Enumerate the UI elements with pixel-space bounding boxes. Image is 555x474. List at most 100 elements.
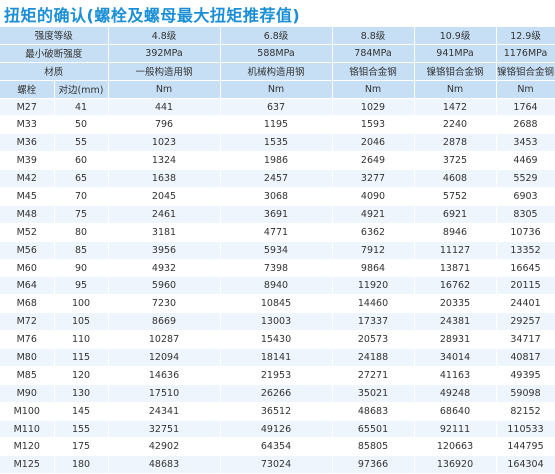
side-size-cell: 41 (54, 98, 109, 117)
torque-value-cell: 2878 (414, 133, 497, 153)
grade-cell: 8.8级 (332, 27, 415, 45)
torque-value-cell: 1535 (220, 133, 333, 153)
torque-value-cell: 24401 (496, 294, 555, 314)
table-row: M27 41 441 637 1029 1472 1764 (0, 98, 555, 117)
torque-value-cell: 5960 (108, 276, 221, 296)
min-break-cell: 392MPa (108, 44, 221, 63)
torque-value-cell: 8669 (108, 312, 221, 332)
side-size-cell: 95 (54, 276, 109, 296)
table-row: M52 80 3181 4771 6362 8946 10736 (0, 223, 555, 242)
side-size-cell: 80 (54, 223, 109, 242)
table-row: M42 65 1638 2457 3277 4608 5529 (0, 169, 555, 189)
torque-value-cell: 4608 (414, 169, 497, 189)
table-row: M60 90 4932 7398 9864 13871 16645 (0, 259, 555, 278)
torque-value-cell: 14460 (332, 294, 415, 314)
table-row: M100 145 24341 36512 48683 68640 82152 (0, 402, 555, 421)
torque-value-cell: 3956 (108, 241, 221, 260)
material-cell: 镍铬钼合金钢 (414, 62, 497, 81)
torque-value-cell: 6921 (414, 205, 497, 224)
torque-value-cell: 10736 (496, 223, 555, 242)
table-row: M110 155 32751 49126 65501 92111 110533 (0, 420, 555, 439)
bolt-size-cell: M39 (0, 151, 55, 171)
torque-value-cell: 4090 (332, 187, 415, 206)
table-row: M39 60 1324 1986 2649 3725 4469 (0, 151, 555, 171)
side-size-cell: 130 (54, 384, 109, 403)
bolt-size-cell: M33 (0, 115, 55, 135)
torque-value-cell: 97366 (332, 455, 415, 474)
torque-value-cell: 5934 (220, 241, 333, 260)
torque-value-cell: 164304 (496, 455, 555, 474)
side-size-cell: 50 (54, 115, 109, 135)
bolt-size-cell: M48 (0, 205, 55, 224)
torque-value-cell: 16645 (496, 259, 555, 278)
table-row: M80 115 12094 18141 24188 34014 40817 (0, 348, 555, 367)
side-size-cell: 90 (54, 259, 109, 278)
torque-value-cell: 110533 (496, 420, 555, 439)
bolt-size-cell: M110 (0, 420, 55, 439)
unit-cell: Nm (108, 80, 221, 99)
bolt-size-cell: M125 (0, 455, 55, 474)
torque-value-cell: 11920 (332, 276, 415, 296)
torque-value-cell: 73024 (220, 455, 333, 474)
torque-value-cell: 136920 (414, 455, 497, 474)
torque-value-cell: 20573 (332, 330, 415, 350)
torque-value-cell: 4921 (332, 205, 415, 224)
side-size-cell: 70 (54, 187, 109, 206)
table-row: M48 75 2461 3691 4921 6921 8305 (0, 205, 555, 224)
torque-value-cell: 21953 (220, 366, 333, 385)
table-row: M85 120 14636 21953 27271 41163 49395 (0, 366, 555, 385)
torque-value-cell: 3453 (496, 133, 555, 153)
torque-value-cell: 1593 (332, 115, 415, 135)
unit-cell: Nm (220, 80, 333, 99)
min-break-cell: 1176MPa (496, 44, 555, 63)
torque-value-cell: 29257 (496, 312, 555, 332)
torque-value-cell: 7398 (220, 259, 333, 278)
bolt-size-cell: M27 (0, 98, 55, 117)
table-row: M125 180 48683 73024 97366 136920 164304 (0, 455, 555, 474)
torque-value-cell: 8946 (414, 223, 497, 242)
torque-value-cell: 16762 (414, 276, 497, 296)
torque-table: 强度等级 4.8级 6.8级 8.8级 10.9级 12.9级 最小破断强度 3… (0, 27, 555, 474)
material-label: 材质 (0, 62, 109, 81)
bolt-size-cell: M76 (0, 330, 55, 350)
bolt-size-cell: M52 (0, 223, 55, 242)
torque-value-cell: 35021 (332, 384, 415, 403)
unit-cell: Nm (332, 80, 415, 99)
table-row: M64 95 5960 8940 11920 16762 20115 (0, 276, 555, 296)
torque-value-cell: 2457 (220, 169, 333, 189)
table-row: M45 70 2045 3068 4090 5752 6903 (0, 187, 555, 206)
torque-value-cell: 92111 (414, 420, 497, 439)
torque-value-cell: 41163 (414, 366, 497, 385)
torque-value-cell: 4771 (220, 223, 333, 242)
header-row-grade: 强度等级 4.8级 6.8级 8.8级 10.9级 12.9级 (0, 27, 555, 45)
torque-value-cell: 13003 (220, 312, 333, 332)
min-break-cell: 784MPa (332, 44, 415, 63)
torque-value-cell: 1023 (108, 133, 221, 153)
side-size-cell: 60 (54, 151, 109, 171)
torque-value-cell: 10845 (220, 294, 333, 314)
torque-value-cell: 7912 (332, 241, 415, 260)
table-row: M33 50 796 1195 1593 2240 2688 (0, 115, 555, 135)
torque-value-cell: 4469 (496, 151, 555, 171)
bolt-size-cell: M68 (0, 294, 55, 314)
torque-value-cell: 68640 (414, 402, 497, 421)
torque-value-cell: 1986 (220, 151, 333, 171)
torque-value-cell: 48683 (332, 402, 415, 421)
torque-value-cell: 17337 (332, 312, 415, 332)
torque-value-cell: 637 (220, 98, 333, 117)
bolt-size-cell: M72 (0, 312, 55, 332)
bolt-size-cell: M45 (0, 187, 55, 206)
torque-value-cell: 34717 (496, 330, 555, 350)
torque-value-cell: 49395 (496, 366, 555, 385)
side-size-cell: 100 (54, 294, 109, 314)
side-size-cell: 75 (54, 205, 109, 224)
torque-value-cell: 1472 (414, 98, 497, 117)
side-size-cell: 155 (54, 420, 109, 439)
torque-value-cell: 40817 (496, 348, 555, 367)
bolt-size-cell: M60 (0, 259, 55, 278)
grade-cell: 4.8级 (108, 27, 221, 45)
torque-value-cell: 17510 (108, 384, 221, 403)
torque-value-cell: 14636 (108, 366, 221, 385)
torque-value-cell: 24341 (108, 402, 221, 421)
table-row: M76 110 10287 15430 20573 28931 34717 (0, 330, 555, 350)
